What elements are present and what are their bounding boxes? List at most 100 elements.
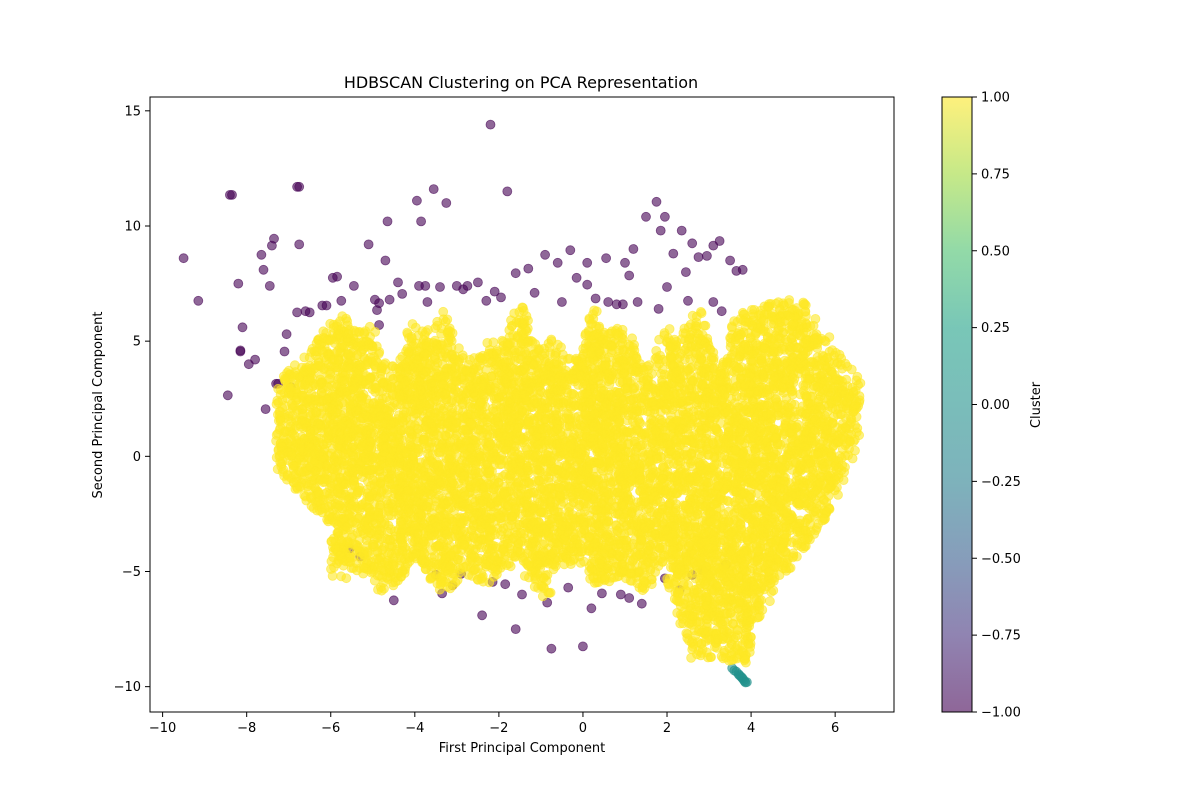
chart-title: HDBSCAN Clustering on PCA Representation (344, 73, 698, 92)
data-point-cluster-noise (632, 297, 643, 307)
data-point-cluster-1 (517, 302, 528, 313)
data-point-cluster-noise (662, 282, 672, 292)
data-point-cluster-noise (260, 404, 271, 415)
data-point-cluster-noise (235, 345, 246, 356)
data-point-cluster-noise (590, 293, 601, 304)
data-point-cluster-noise (603, 297, 614, 307)
data-point-cluster-noise (529, 287, 540, 298)
data-point-cluster-noise (414, 280, 424, 291)
data-point-cluster-noise (687, 238, 698, 249)
data-point-cluster-noise (571, 272, 582, 283)
data-point-cluster-noise (693, 252, 704, 263)
data-point-cluster-noise (714, 236, 725, 246)
data-point-cluster-noise (477, 610, 488, 621)
data-point-cluster-noise (601, 253, 611, 264)
data-point-cluster-noise (586, 603, 597, 614)
data-point-cluster-noise (620, 257, 630, 268)
data-point-cluster-noise (557, 297, 567, 307)
data-point-cluster-noise (237, 322, 248, 333)
data-point-cluster-noise (582, 279, 593, 290)
data-point-cluster-noise (653, 303, 664, 314)
data-point-cluster-noise (397, 288, 408, 299)
data-point-cluster-noise (321, 300, 332, 311)
data-point-cluster-noise (500, 579, 511, 590)
data-point-cluster-noise (716, 306, 727, 317)
data-point-cluster-noise (737, 264, 748, 275)
data-point-cluster-noise (565, 245, 576, 256)
scatter-points (178, 119, 866, 688)
data-point-cluster-noise (264, 280, 275, 291)
data-point-cluster-noise (624, 270, 635, 281)
data-point-cluster-noise (382, 216, 393, 227)
data-point-cluster-noise (702, 250, 712, 261)
data-point-cluster-noise (256, 249, 267, 260)
data-point-cluster-noise (628, 244, 639, 254)
data-point-cluster-noise (615, 589, 626, 600)
data-point-cluster-noise (489, 286, 500, 297)
data-point-cluster-noise (618, 299, 628, 310)
data-point-cluster-noise (458, 284, 469, 295)
data-point-cluster-noise (510, 624, 521, 634)
data-point-cluster-noise (510, 268, 521, 279)
data-point-cluster-noise (441, 198, 452, 208)
data-point-cluster-noise (222, 390, 233, 401)
data-point-cluster-noise (502, 186, 513, 197)
data-point-cluster-noise (485, 119, 496, 130)
data-point-cluster-noise (227, 189, 237, 200)
data-point-cluster-noise (624, 593, 635, 603)
data-point-cluster-noise (655, 225, 666, 236)
data-point-cluster-noise (676, 225, 687, 236)
data-point-cluster-noise (336, 295, 347, 306)
data-point-cluster-noise (428, 184, 439, 195)
data-point-cluster-noise (523, 263, 534, 274)
data-point-cluster-noise (348, 280, 359, 291)
data-point-cluster-noise (250, 354, 261, 365)
data-point-cluster-noise (384, 294, 395, 305)
data-point-cluster-1 (438, 306, 449, 317)
data-point-cluster-noise (411, 195, 422, 206)
data-point-cluster-noise (416, 216, 427, 227)
data-point-cluster-noise (708, 297, 719, 307)
data-point-cluster-noise (422, 297, 433, 307)
data-point-cluster-noise (294, 239, 305, 250)
data-point-cluster-noise (641, 211, 651, 222)
data-point-cluster-noise (540, 249, 550, 260)
data-point-cluster-noise (681, 267, 691, 278)
data-point-cluster-noise (332, 271, 343, 282)
data-point-cluster-noise (668, 248, 679, 259)
data-point-cluster-noise (683, 295, 693, 306)
data-point-cluster-noise (435, 282, 445, 292)
data-point-cluster-noise (496, 292, 506, 303)
data-point-cluster-noise (393, 277, 403, 288)
data-point-cluster-0 (742, 677, 752, 687)
data-point-cluster-noise (178, 253, 189, 264)
data-point-cluster-noise (472, 277, 483, 288)
data-point-cluster-noise (388, 595, 399, 606)
data-point-cluster-noise (193, 295, 204, 306)
data-point-cluster-noise (258, 264, 269, 275)
data-point-cluster-noise (372, 305, 382, 316)
data-point-cluster-noise (517, 589, 527, 600)
data-point-cluster-noise (552, 257, 563, 268)
data-point-cluster-noise (563, 582, 574, 593)
data-point-cluster-noise (294, 181, 305, 192)
data-point-cluster-noise (279, 346, 290, 357)
data-point-cluster-noise (578, 641, 588, 652)
data-point-cluster-noise (582, 257, 593, 268)
data-point-cluster-1 (388, 580, 399, 591)
data-point-cluster-noise (725, 255, 735, 266)
data-point-cluster-noise (481, 295, 492, 306)
data-point-cluster-noise (281, 329, 292, 340)
data-point-cluster-noise (304, 307, 315, 318)
data-point-cluster-1 (442, 314, 453, 325)
data-point-cluster-noise (636, 598, 647, 609)
data-point-cluster-noise (269, 233, 279, 244)
data-point-cluster-noise (380, 255, 391, 266)
data-point-cluster-noise (660, 211, 670, 222)
data-point-cluster-noise (363, 239, 374, 250)
data-point-cluster-noise (233, 278, 244, 289)
data-point-cluster-noise (546, 643, 557, 654)
data-point-cluster-noise (651, 196, 662, 207)
